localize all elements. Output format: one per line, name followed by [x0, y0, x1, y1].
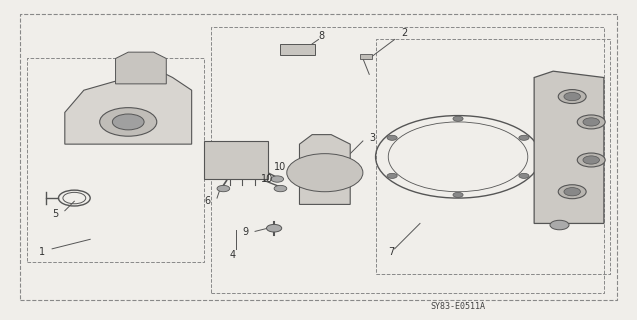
FancyBboxPatch shape — [360, 54, 373, 59]
Text: 4: 4 — [230, 250, 236, 260]
Circle shape — [558, 90, 586, 104]
FancyBboxPatch shape — [204, 141, 268, 179]
Circle shape — [564, 92, 580, 101]
Text: 5: 5 — [52, 209, 59, 219]
Circle shape — [112, 114, 144, 130]
Polygon shape — [299, 135, 350, 204]
Circle shape — [271, 176, 283, 182]
Circle shape — [453, 192, 463, 197]
Circle shape — [583, 118, 599, 126]
Circle shape — [564, 188, 580, 196]
Circle shape — [217, 185, 230, 192]
Circle shape — [550, 220, 569, 230]
Text: 7: 7 — [389, 247, 394, 257]
Polygon shape — [115, 52, 166, 84]
Text: SY83-E0511A: SY83-E0511A — [431, 302, 485, 311]
Circle shape — [577, 115, 605, 129]
Text: 9: 9 — [243, 227, 248, 236]
Circle shape — [387, 173, 397, 178]
Polygon shape — [65, 71, 192, 144]
Circle shape — [558, 185, 586, 199]
Text: 2: 2 — [401, 28, 407, 38]
Circle shape — [266, 224, 282, 232]
Polygon shape — [534, 71, 604, 223]
Text: 6: 6 — [204, 196, 210, 206]
Text: 3: 3 — [369, 133, 375, 143]
Circle shape — [453, 116, 463, 121]
Circle shape — [519, 135, 529, 140]
Circle shape — [387, 135, 397, 140]
FancyBboxPatch shape — [280, 44, 315, 55]
Circle shape — [577, 153, 605, 167]
Text: 10: 10 — [261, 174, 274, 184]
Circle shape — [100, 108, 157, 136]
Text: 10: 10 — [274, 162, 287, 172]
Text: 8: 8 — [318, 31, 325, 42]
Circle shape — [583, 156, 599, 164]
Text: 1: 1 — [39, 247, 46, 257]
Circle shape — [274, 185, 287, 192]
Circle shape — [519, 173, 529, 178]
Circle shape — [287, 154, 363, 192]
